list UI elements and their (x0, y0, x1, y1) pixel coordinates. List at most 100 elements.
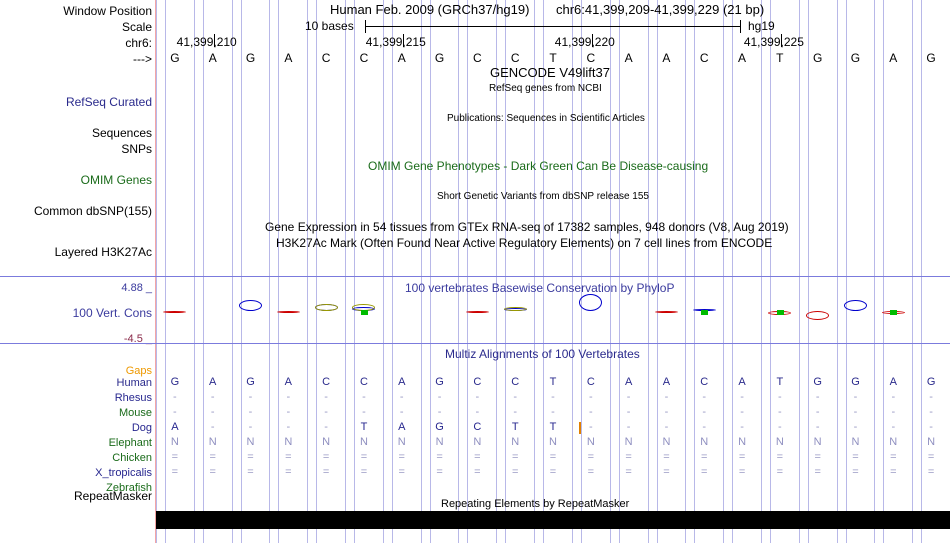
sequence-base: A (889, 51, 898, 65)
multiz-label-human[interactable]: Human (116, 377, 152, 389)
multiz-cell: = (247, 451, 254, 463)
conservation-bar (277, 311, 300, 313)
multiz-cell: - (588, 406, 593, 418)
multiz-cell: - (778, 391, 782, 403)
ruler-tick-label: 41,399,220 (554, 35, 615, 49)
multiz-cell: - (929, 406, 933, 418)
multiz-label-elephant[interactable]: Elephant (108, 437, 152, 449)
multiz-cell: C (473, 376, 482, 388)
multiz-label-rhesus[interactable]: Rhesus (114, 392, 152, 404)
sequence-base: G (170, 51, 180, 65)
multiz-cell: N (586, 436, 595, 448)
multiz-cell: = (701, 466, 708, 478)
multiz-cell: - (740, 391, 744, 403)
multiz-cell: = (890, 466, 897, 478)
ruler-tick-label: 41,399,215 (365, 35, 426, 49)
repeatmasker-bar[interactable] (156, 511, 950, 529)
ruler-tick-mark (214, 34, 215, 47)
multiz-cell: = (890, 451, 897, 463)
multiz-cell: = (738, 466, 746, 478)
multiz-cell: = (474, 451, 481, 463)
track-label-sequences[interactable]: Sequences (91, 126, 152, 140)
track-label-layered-h3k27ac[interactable]: Layered H3K27Ac (54, 245, 152, 259)
multiz-cell: - (740, 406, 744, 418)
multiz-cell: A (209, 376, 217, 388)
multiz-cell: A (398, 421, 406, 433)
multiz-cell: = (398, 451, 405, 463)
sequence-base: G (812, 51, 823, 65)
multiz-cell: N (170, 436, 179, 448)
track-title-h3k27ac[interactable]: H3K27Ac Mark (Often Found Near Active Re… (276, 236, 773, 250)
track-title-multiz[interactable]: Multiz Alignments of 100 Vertebrates (445, 347, 640, 361)
track-label-snps[interactable]: SNPs (121, 142, 152, 156)
sequence-base: A (284, 51, 293, 65)
conservation-bar-accent (315, 304, 338, 311)
multiz-cell: - (740, 421, 744, 433)
multiz-cell: N (738, 436, 747, 448)
track-title-dbsnp[interactable]: Short Genetic Variants from dbSNP releas… (437, 191, 649, 202)
multiz-cell: - (399, 391, 404, 403)
sequence-base: C (586, 51, 596, 65)
multiz-cell: - (815, 421, 820, 433)
conservation-green-marker (890, 310, 897, 315)
multiz-cell: - (475, 406, 480, 418)
multiz-cell: - (853, 421, 858, 433)
cons-axis-max-label: 4.88 _ (121, 282, 152, 294)
multiz-label-x_tropicalis[interactable]: X_tropicalis (95, 467, 152, 479)
track-label-omim-genes[interactable]: OMIM Genes (80, 173, 152, 187)
track-label-repeatmasker[interactable]: RepeatMasker (73, 489, 152, 503)
multiz-cell: - (702, 391, 707, 403)
track-title-repeatmasker[interactable]: Repeating Elements by RepeatMasker (441, 498, 630, 510)
multiz-label-zebrafish[interactable]: Zebrafish (106, 482, 152, 494)
multiz-cell: - (778, 406, 782, 418)
multiz-cell: - (210, 391, 215, 403)
multiz-cell: - (324, 406, 328, 418)
ruler-tick-label: 41,399,225 (743, 35, 804, 49)
multiz-label-dog[interactable]: Dog (131, 422, 152, 434)
multiz-cell: - (626, 391, 631, 403)
track-title-omim[interactable]: OMIM Gene Phenotypes - Dark Green Can Be… (368, 159, 709, 173)
sequence-base: G (434, 51, 445, 65)
multiz-cell: = (322, 466, 330, 478)
multiz-cell: = (814, 451, 821, 463)
multiz-cell: - (778, 421, 782, 433)
multiz-cell: = (738, 451, 746, 463)
track-label-common-dbsnp[interactable]: Common dbSNP(155) (33, 204, 152, 218)
track-title-conservation[interactable]: 100 vertebrates Basewise Conservation by… (405, 281, 675, 295)
multiz-cell: G (926, 376, 936, 388)
conservation-bar (806, 311, 829, 320)
sequence-base: A (208, 51, 217, 65)
track-title-refseq[interactable]: RefSeq genes from NCBI (489, 83, 602, 94)
conservation-bar (844, 300, 867, 311)
scale-bar-left-tick (365, 20, 366, 33)
multiz-cell: = (701, 451, 708, 463)
multiz-cell: N (700, 436, 709, 448)
multiz-gap-marker (579, 422, 581, 434)
multiz-cell: = (247, 466, 254, 478)
track-title-gtex[interactable]: Gene Expression in 54 tissues from GTEx … (265, 220, 789, 234)
multiz-cell: = (814, 466, 821, 478)
track-title-gencode[interactable]: GENCODE V49lift37 (490, 65, 610, 80)
track-title-publications[interactable]: Publications: Sequences in Scientific Ar… (447, 113, 645, 124)
multiz-cell: = (549, 466, 557, 478)
multiz-cell: G (813, 376, 822, 388)
sequence-base: T (549, 51, 557, 65)
multiz-cell: - (853, 406, 858, 418)
multiz-cell: = (285, 451, 292, 463)
multiz-cell: - (664, 406, 669, 418)
label-window-position: Window Position (63, 4, 152, 18)
track-label-refseq-curated[interactable]: RefSeq Curated (65, 95, 152, 109)
multiz-cell: - (286, 421, 291, 433)
multiz-cell: - (664, 421, 669, 433)
conservation-bar-accent (504, 307, 527, 311)
conservation-green-marker (701, 310, 708, 315)
multiz-label-chicken[interactable]: Chicken (112, 452, 152, 464)
multiz-cell: = (511, 451, 519, 463)
multiz-cell: - (286, 391, 291, 403)
multiz-label-mouse[interactable]: Mouse (118, 407, 152, 419)
track-label-100-vert-cons[interactable]: 100 Vert. Cons (72, 306, 152, 320)
multiz-cell: - (702, 406, 707, 418)
multiz-cell: N (889, 436, 898, 448)
multiz-cell: N (775, 436, 784, 448)
